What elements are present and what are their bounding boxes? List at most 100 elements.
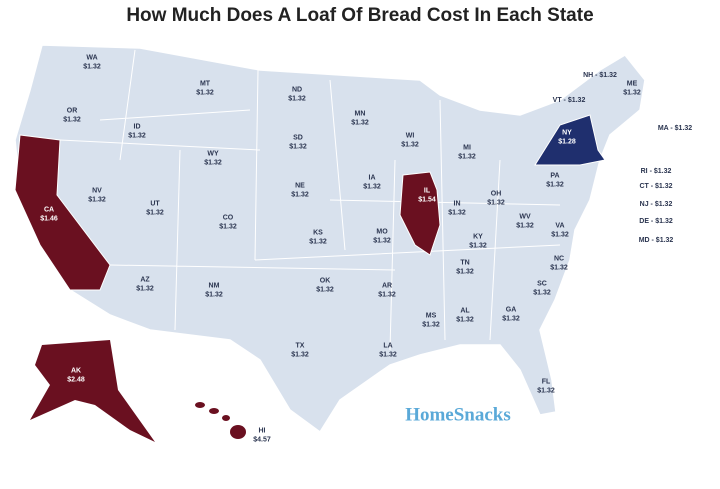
state-price: $1.32	[289, 143, 307, 150]
state-price: $1.32	[219, 223, 237, 230]
state-price: $1.32	[196, 89, 214, 96]
state-abbr: AR	[382, 282, 392, 289]
side-label: RI - $1.32	[641, 168, 672, 175]
state-abbr: OR	[67, 107, 78, 114]
state-price: $1.32	[401, 141, 419, 148]
state-abbr: WI	[406, 132, 415, 139]
state-borders	[59, 49, 561, 351]
state-abbr: MN	[355, 110, 366, 117]
state-abbr: MS	[426, 312, 437, 319]
state-price: $1.32	[546, 181, 564, 188]
state-abbr: ND	[292, 86, 302, 93]
state-abbr: MI	[463, 144, 471, 151]
state-abbr: SD	[293, 134, 303, 141]
state-price: $1.32	[363, 183, 381, 190]
state-price: $1.32	[291, 351, 309, 358]
side-label: MD - $1.32	[639, 237, 674, 244]
side-label: NJ - $1.32	[640, 201, 673, 208]
state-ca	[14, 134, 111, 291]
title: How Much Does A Loaf Of Bread Cost In Ea…	[126, 5, 593, 26]
state-price: $1.32	[63, 116, 81, 123]
state-abbr: NY	[562, 129, 572, 136]
state-abbr: HI	[259, 427, 266, 434]
state-price: $1.28	[558, 138, 576, 145]
state-abbr: GA	[506, 306, 517, 313]
state-price: $1.32	[309, 238, 327, 245]
state-price: $1.32	[487, 199, 505, 206]
state-il	[399, 171, 441, 256]
state-price: $1.32	[378, 291, 396, 298]
state-hi	[195, 402, 246, 439]
state-abbr: UT	[150, 200, 160, 207]
state-abbr: IL	[424, 187, 431, 194]
state-abbr: TX	[296, 342, 305, 349]
state-price: $1.32	[379, 351, 397, 358]
state-abbr: FL	[542, 378, 551, 385]
state-price: $1.32	[422, 321, 440, 328]
state-price: $1.46	[40, 215, 58, 222]
state-price: $1.32	[136, 285, 154, 292]
side-label: NH - $1.32	[583, 72, 617, 79]
state-abbr: IA	[369, 174, 376, 181]
state-abbr: IN	[454, 200, 461, 207]
state-price: $1.32	[469, 242, 487, 249]
state-price: $1.32	[288, 95, 306, 102]
state-price: $4.57	[253, 436, 271, 443]
logo: HomeSnacks	[405, 404, 511, 425]
state-price: $2.48	[67, 376, 85, 383]
state-price: $1.32	[456, 316, 474, 323]
state-abbr: AK	[71, 367, 81, 374]
state-abbr: PA	[550, 172, 559, 179]
state-price: $1.32	[537, 387, 555, 394]
side-label: VT - $1.32	[553, 97, 586, 104]
state-abbr: CO	[223, 214, 234, 221]
state-ak	[30, 340, 155, 442]
state-abbr: OH	[491, 190, 502, 197]
continental-us	[14, 44, 646, 434]
state-price: $1.32	[623, 89, 641, 96]
state-abbr: WY	[207, 150, 219, 157]
state-price: $1.32	[83, 63, 101, 70]
state-price: $1.32	[316, 286, 334, 293]
state-price: $1.32	[458, 153, 476, 160]
state-abbr: WV	[519, 213, 531, 220]
state-abbr: MO	[376, 228, 388, 235]
state-abbr: NE	[295, 182, 305, 189]
state-price: $1.32	[550, 264, 568, 271]
state-abbr: CA	[44, 206, 54, 213]
side-label: MA - $1.32	[658, 125, 692, 132]
state-abbr: AL	[460, 307, 470, 314]
state-abbr: ME	[627, 80, 638, 87]
state-abbr: NM	[209, 282, 220, 289]
state-abbr: AZ	[140, 276, 150, 283]
state-price: $1.32	[516, 222, 534, 229]
state-price: $1.32	[551, 231, 569, 238]
state-abbr: MT	[200, 80, 211, 87]
state-abbr: KS	[313, 229, 323, 236]
state-abbr: NC	[554, 255, 564, 262]
side-label: CT - $1.32	[639, 183, 672, 190]
state-price: $1.32	[204, 159, 222, 166]
state-abbr: TN	[460, 259, 469, 266]
state-abbr: VA	[555, 222, 564, 229]
state-abbr: LA	[383, 342, 392, 349]
state-price: $1.32	[146, 209, 164, 216]
state-price: $1.32	[448, 209, 466, 216]
side-label: DE - $1.32	[639, 218, 673, 225]
state-price: $1.54	[418, 196, 436, 203]
state-price: $1.32	[88, 196, 106, 203]
state-abbr: ID	[134, 123, 141, 130]
state-ny	[534, 114, 606, 166]
state-price: $1.32	[533, 289, 551, 296]
state-price: $1.32	[502, 315, 520, 322]
state-abbr: OK	[320, 277, 331, 284]
state-abbr: NV	[92, 187, 102, 194]
state-price: $1.32	[373, 237, 391, 244]
state-price: $1.32	[351, 119, 369, 126]
state-abbr: WA	[86, 54, 97, 61]
state-price: $1.32	[456, 268, 474, 275]
state-abbr: KY	[473, 233, 483, 240]
state-price: $1.32	[205, 291, 223, 298]
state-abbr: SC	[537, 280, 547, 287]
